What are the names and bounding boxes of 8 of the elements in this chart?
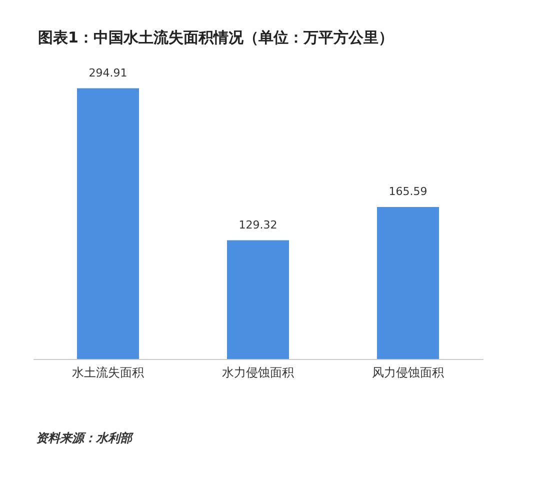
x-tick-label: 水力侵蚀面积 bbox=[222, 366, 294, 380]
x-tick-label: 风力侵蚀面积 bbox=[372, 366, 444, 380]
chart-title: 图表1：中国水土流失面积情况（单位：万平方公里） bbox=[38, 28, 394, 46]
text: 资料来源：水利部 bbox=[36, 430, 132, 447]
x-tick-label: 水土流失面积 bbox=[72, 366, 144, 380]
data-label: 129.32 bbox=[238, 218, 278, 232]
data-label: 165.59 bbox=[388, 184, 428, 198]
data-label: 294.91 bbox=[88, 66, 128, 80]
